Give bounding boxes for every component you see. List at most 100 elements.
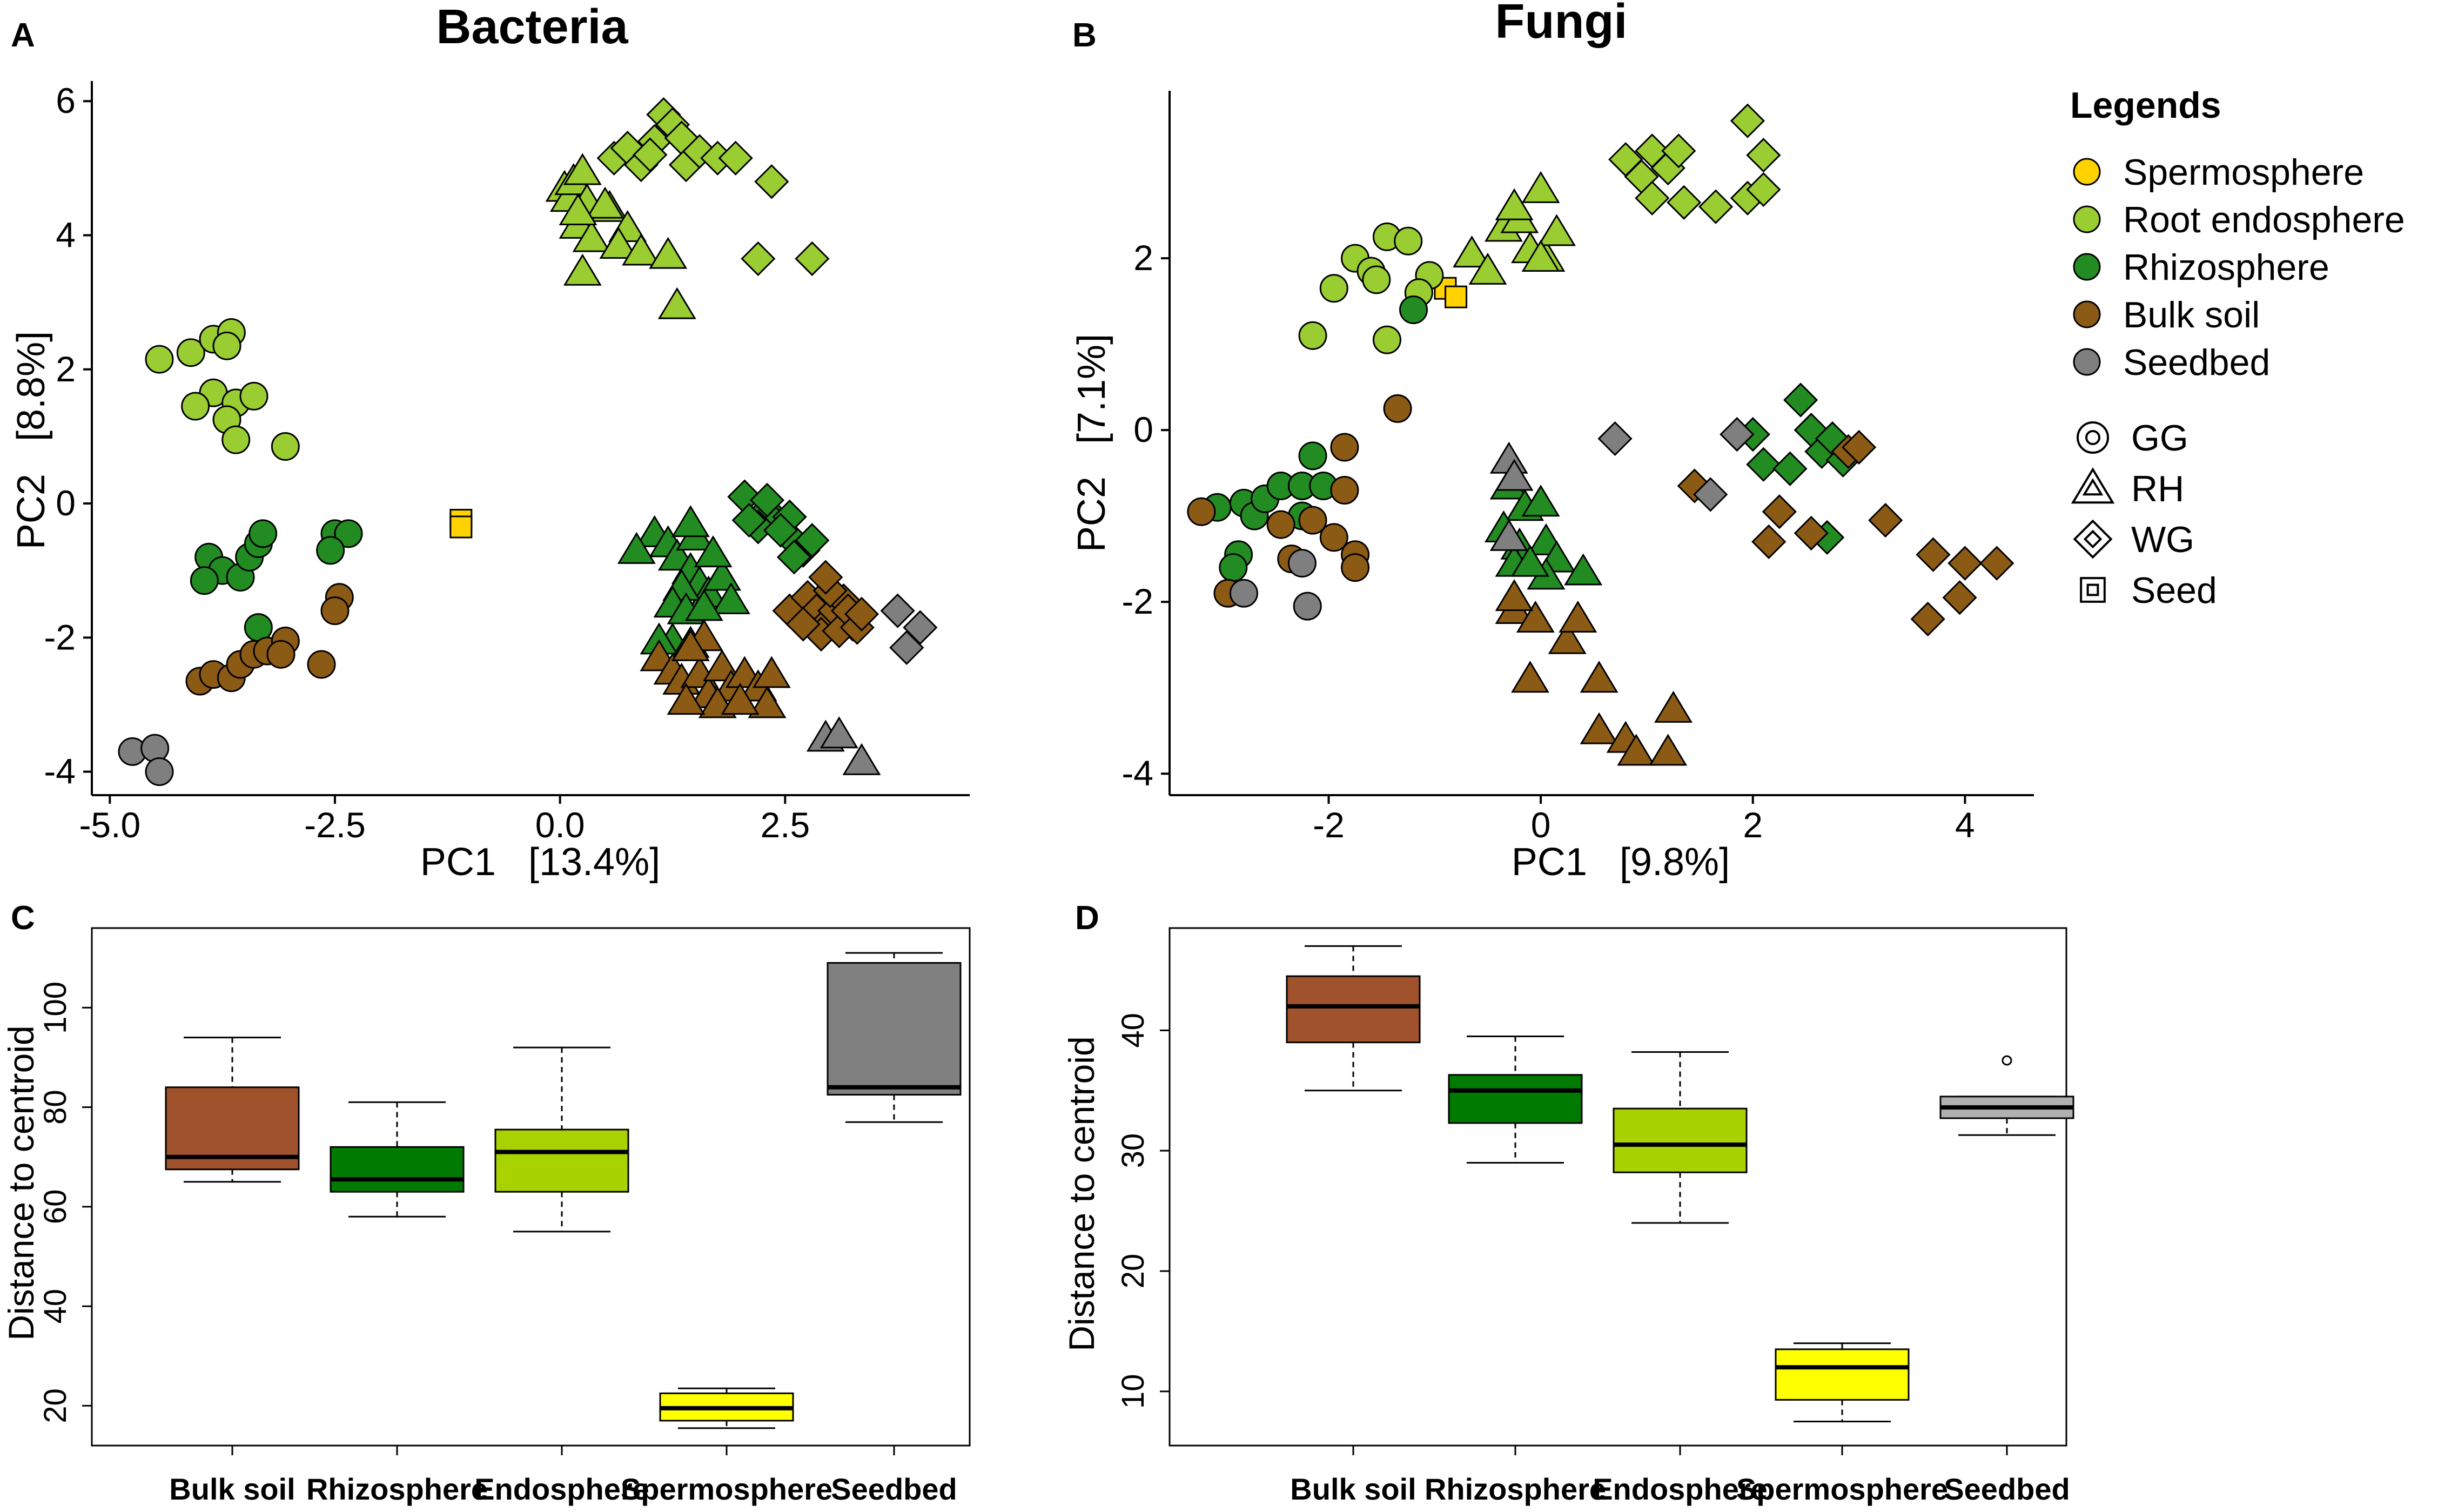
panel-label-D: D [1075, 899, 1099, 937]
panel-a-axes: -5.0 -2.5 0.0 2.5 -4 -2 0 2 4 6 PC1 [13.4%] PC2 … [10, 80, 970, 884]
panel-a-point-root-endosphere-triangle [622, 233, 661, 266]
panel-a-points [118, 97, 938, 787]
legend-shape-diamond-icon [2073, 519, 2113, 559]
panel-c-box-endosphere [494, 1128, 629, 1193]
panel-c-y-axis-title: Distance to centroid [1, 1025, 41, 1340]
panel-b-point-seedbed-triangle [1495, 459, 1534, 491]
chart-title-bacteria: Bacteria [436, 0, 628, 54]
panel-a-point-bulk-soil-diamond [785, 607, 821, 642]
legend: Legends Spermosphere Root endosphere Rhizo… [2070, 85, 2405, 611]
panel-a-point-root-endosphere-triangle [586, 186, 624, 219]
panel-c-x-tick-label: Seedbed [831, 1472, 957, 1506]
panel-a-point-seedbed-diamond [903, 610, 938, 645]
legend-label-seedbed: Seedbed [2123, 342, 2270, 383]
panel-a-point-spermosphere-square [449, 515, 473, 539]
panel-c-plot-border [91, 927, 971, 1447]
panel-b-point-bulk-soil-triangle [1617, 734, 1656, 766]
panel-b-point-bulk-soil-triangle [1511, 661, 1549, 693]
panel-d-x-tick-label: Spermosphere [1736, 1472, 1948, 1506]
panel-b-point-seedbed-diamond [1597, 421, 1633, 456]
panel-a-point-root-endosphere-triangle [657, 287, 696, 319]
panel-c-frame: 20 40 60 80 100 Bulk soil RhizosphereEndosphe… [1, 927, 971, 1506]
legend-label-rhizosphere: Rhizosphere [2123, 247, 2329, 288]
panel-b-x-tick-label: 4 [1955, 805, 1975, 845]
panel-a-point-bulk-soil-triangle [667, 683, 706, 715]
panel-b-point-bulk-soil-triangle [1580, 661, 1618, 693]
panel-b-point-rhizosphere-diamond [1783, 382, 1818, 418]
panel-a-point-root-endosphere-circle [221, 425, 251, 454]
panel-a-point-seedbed-triangle [820, 716, 858, 749]
chart-title-fungi: Fungi [1495, 0, 1628, 49]
panel-b-point-root-endosphere-circle [1319, 274, 1348, 303]
panel-b-point-rhizosphere-triangle [1521, 485, 1560, 517]
panel-d-box-endosphere [1613, 1107, 1748, 1173]
panel-b-point-root-endosphere-triangle [1521, 239, 1560, 272]
panel-b-point-root-endosphere-triangle [1468, 252, 1507, 285]
panel-b-point-root-endosphere-diamond [1746, 172, 1781, 207]
panel-d-y-axis-title: Distance to centroid [1062, 1036, 1102, 1351]
panel-a-point-seedbed-triangle [842, 743, 881, 775]
legend-swatch-bulk-soil [2073, 300, 2101, 328]
panel-a-point-root-endosphere-circle [271, 432, 300, 461]
panel-a-point-root-endosphere-circle [212, 331, 241, 360]
legend-swatch-spermosphere [2073, 158, 2101, 186]
panel-a-point-rhizosphere-diamond [776, 540, 812, 575]
legend-shape-diamond-inner-icon [2083, 529, 2103, 549]
panel-d-x-tick-label: Endosphere [1593, 1472, 1768, 1506]
panel-c-x-tick-label: Spermosphere [621, 1472, 832, 1506]
panel-a-point-root-endosphere-circle [239, 381, 268, 411]
panel-b-point-bulk-soil-circle [1341, 553, 1370, 582]
panel-d-y-tick-label: 10 [1116, 1374, 1151, 1409]
panel-b-axes: -2 0 2 4 -4 -2 0 2 PC1 [9.8%] PC2 [7.1%] [1070, 91, 2034, 884]
panel-a-point-rhizosphere-circle [334, 519, 363, 548]
panel-a-point-root-endosphere-triangle [563, 253, 602, 286]
panel-c-y-tick-label: 20 [38, 1388, 73, 1423]
panel-a-x-tick-label: -5.0 [79, 805, 140, 845]
panel-label-B: B [1072, 17, 1097, 54]
panel-b-point-bulk-soil-triangle [1654, 690, 1693, 723]
panel-a-point-root-endosphere-triangle [599, 226, 638, 259]
panel-a-point-root-endosphere-circle [176, 338, 205, 367]
legend-shape-triangle-icon [2071, 467, 2115, 504]
panel-c-x-tick-label: Endosphere [474, 1472, 649, 1506]
panel-a-point-root-endosphere-circle [145, 345, 174, 374]
panel-b-point-root-endosphere-diamond [1661, 133, 1696, 169]
panel-b-point-root-endosphere-triangle [1537, 214, 1576, 246]
panel-b-point-seedbed-circle [1287, 549, 1317, 578]
panel-a-point-root-endosphere-diamond [633, 137, 668, 172]
panel-a-point-root-endosphere-diamond [718, 140, 753, 176]
panel-c-y-tick-label: 60 [38, 1190, 73, 1225]
panel-a-point-rhizosphere-diamond [795, 523, 830, 558]
panel-b-point-bulk-soil-circle [1266, 510, 1295, 539]
panel-a-y-axis-title: PC2 [8.8%] [10, 331, 53, 549]
legend-shape-triangle-inner-icon [2082, 478, 2104, 496]
panel-d-y-tick-label: 20 [1116, 1254, 1151, 1289]
legend-shape-label-seed: Seed [2131, 570, 2217, 611]
panel-b-point-root-endosphere-circle [1298, 321, 1327, 350]
panel-b-point-root-endosphere-diamond [1746, 138, 1781, 173]
panel-a-point-rhizosphere-triangle [694, 535, 733, 568]
panel-b-point-bulk-soil-diamond [1794, 515, 1829, 551]
panel-a-point-rhizosphere-diamond [763, 513, 798, 548]
panel-b-point-bulk-soil-circle [1383, 394, 1412, 423]
legend-shape-square-inner-icon [2086, 583, 2099, 596]
panel-b-point-rhizosphere-triangle [1511, 545, 1549, 577]
panel-b-y-tick-label: -2 [1121, 581, 1153, 621]
panel-b-point-bulk-soil-diamond [1841, 429, 1877, 465]
panel-b-point-bulk-soil-diamond [1762, 494, 1797, 529]
panel-b-point-root-endosphere-circle [1372, 325, 1401, 354]
panel-d-box-spermosphere [1775, 1348, 1910, 1401]
panel-b-point-bulk-soil-triangle [1495, 579, 1534, 611]
panel-d-box-bulk-soil [1286, 975, 1421, 1044]
panel-d-x-tick-label: Bulk soil [1290, 1472, 1416, 1506]
panel-a-point-bulk-soil-triangle [671, 629, 710, 661]
legend-shape-circle-icon [2077, 421, 2109, 454]
panel-b-x-tick-label: -2 [1313, 805, 1345, 845]
panel-a-point-rhizosphere-diamond [749, 482, 785, 518]
legend-title: Legends [2070, 85, 2221, 126]
legend-shape-label-gg: GG [2131, 418, 2188, 459]
panel-a-point-root-endosphere-triangle [559, 193, 597, 225]
panel-a-point-rhizosphere-diamond [731, 502, 767, 538]
panel-a-point-root-endosphere-diamond [741, 241, 776, 277]
